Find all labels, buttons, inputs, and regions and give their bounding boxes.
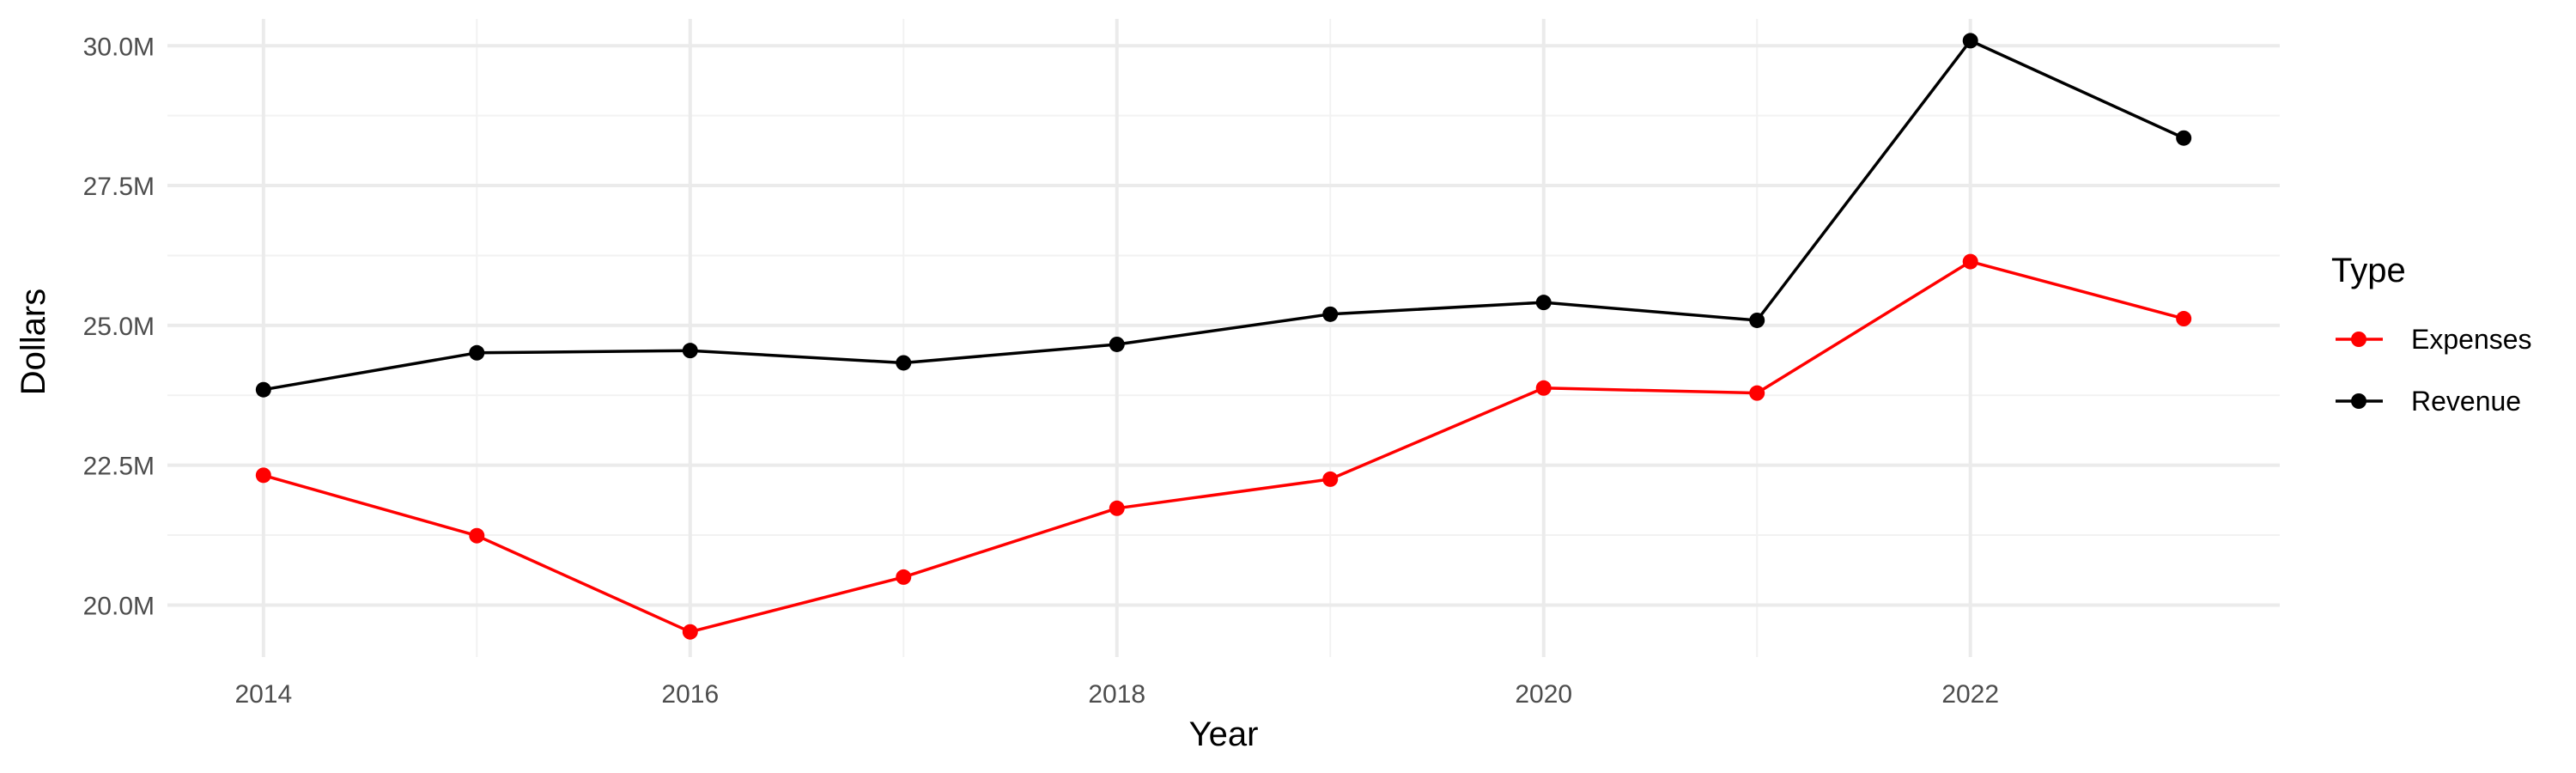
legend-key-point [2351, 332, 2366, 347]
legend-items: Expenses Revenue [2336, 324, 2532, 417]
revenue-point-2015 [469, 344, 485, 361]
legend: Type Expenses Revenue [2331, 252, 2532, 417]
expenses-point-2014 [255, 467, 271, 484]
revenue-point-2023 [2176, 130, 2192, 146]
y-axis-tick-labels: 20.0M 22.5M 25.0M 27.5M 30.0M [83, 33, 155, 620]
expenses-point-2020 [1535, 380, 1552, 396]
revenue-point-2014 [255, 381, 271, 398]
x-axis-title: Year [1189, 715, 1259, 753]
expenses-point-2017 [896, 569, 912, 585]
legend-item-expenses: Expenses [2336, 324, 2532, 355]
expenses-point-2022 [1962, 253, 1978, 270]
expenses-point-2016 [682, 624, 698, 640]
expenses-point-2018 [1109, 500, 1125, 516]
y-axis-title: Dollars [15, 289, 52, 395]
y-tick-label: 22.5M [83, 453, 155, 481]
series-expenses [255, 253, 2192, 640]
x-axis-tick-labels: 2014 2016 2018 2020 2022 [234, 680, 1999, 709]
legend-title: Type [2331, 252, 2406, 289]
x-tick-label: 2022 [1941, 680, 1999, 709]
legend-key-point [2351, 393, 2366, 409]
legend-label: Revenue [2411, 386, 2521, 417]
y-tick-label: 27.5M [83, 173, 155, 201]
y-tick-label: 20.0M [83, 592, 155, 620]
y-tick-label: 30.0M [83, 33, 155, 61]
revenue-line [263, 39, 2184, 392]
series-layer [255, 33, 2192, 640]
x-tick-label: 2020 [1515, 680, 1572, 709]
revenue-point-2020 [1535, 295, 1552, 311]
legend-label: Expenses [2411, 324, 2532, 355]
revenue-point-2019 [1322, 306, 1339, 322]
y-tick-label: 25.0M [83, 313, 155, 341]
expenses-point-2019 [1322, 471, 1339, 487]
series-revenue [255, 33, 2192, 398]
expenses-point-2023 [2176, 311, 2192, 327]
revenue-point-2022 [1962, 33, 1978, 49]
expenses-line [263, 259, 2184, 634]
expenses-point-2015 [469, 527, 485, 544]
revenue-point-2017 [896, 355, 912, 371]
revenue-point-2021 [1749, 312, 1765, 328]
x-tick-label: 2014 [234, 680, 292, 709]
major-gridlines [167, 19, 2280, 657]
x-tick-label: 2016 [661, 680, 719, 709]
revenue-point-2016 [682, 343, 698, 359]
x-tick-label: 2018 [1088, 680, 1145, 709]
minor-gridlines [167, 19, 2280, 657]
revenue-point-2018 [1109, 336, 1125, 352]
legend-item-revenue: Revenue [2336, 386, 2521, 417]
expenses-point-2021 [1749, 385, 1765, 401]
